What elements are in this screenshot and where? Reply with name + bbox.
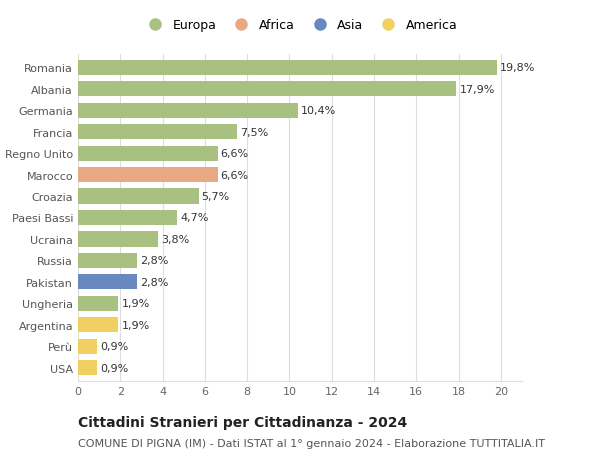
Text: 5,7%: 5,7% xyxy=(202,191,230,202)
Bar xyxy=(78,146,218,161)
Bar xyxy=(78,275,137,290)
Bar xyxy=(78,125,236,140)
Bar xyxy=(78,168,218,183)
Legend: Europa, Africa, Asia, America: Europa, Africa, Asia, America xyxy=(142,19,458,32)
Bar xyxy=(78,61,497,75)
Text: Cittadini Stranieri per Cittadinanza - 2024: Cittadini Stranieri per Cittadinanza - 2… xyxy=(78,415,407,429)
Bar xyxy=(78,296,118,311)
Bar xyxy=(78,189,199,204)
Text: 19,8%: 19,8% xyxy=(500,63,535,73)
Text: 4,7%: 4,7% xyxy=(181,213,209,223)
Bar xyxy=(78,211,178,225)
Text: 2,8%: 2,8% xyxy=(140,256,169,266)
Text: 17,9%: 17,9% xyxy=(460,84,495,95)
Text: 6,6%: 6,6% xyxy=(221,149,249,159)
Bar xyxy=(78,82,457,97)
Text: 0,9%: 0,9% xyxy=(100,341,128,352)
Bar xyxy=(78,232,158,247)
Text: 2,8%: 2,8% xyxy=(140,277,169,287)
Text: 0,9%: 0,9% xyxy=(100,363,128,373)
Bar xyxy=(78,318,118,333)
Text: 10,4%: 10,4% xyxy=(301,106,337,116)
Bar xyxy=(78,339,97,354)
Text: 1,9%: 1,9% xyxy=(121,320,149,330)
Bar xyxy=(78,361,97,375)
Bar xyxy=(78,103,298,118)
Text: COMUNE DI PIGNA (IM) - Dati ISTAT al 1° gennaio 2024 - Elaborazione TUTTITALIA.I: COMUNE DI PIGNA (IM) - Dati ISTAT al 1° … xyxy=(78,438,545,448)
Text: 1,9%: 1,9% xyxy=(121,299,149,309)
Text: 7,5%: 7,5% xyxy=(240,127,268,137)
Bar xyxy=(78,253,137,269)
Text: 3,8%: 3,8% xyxy=(161,235,190,245)
Text: 6,6%: 6,6% xyxy=(221,170,249,180)
